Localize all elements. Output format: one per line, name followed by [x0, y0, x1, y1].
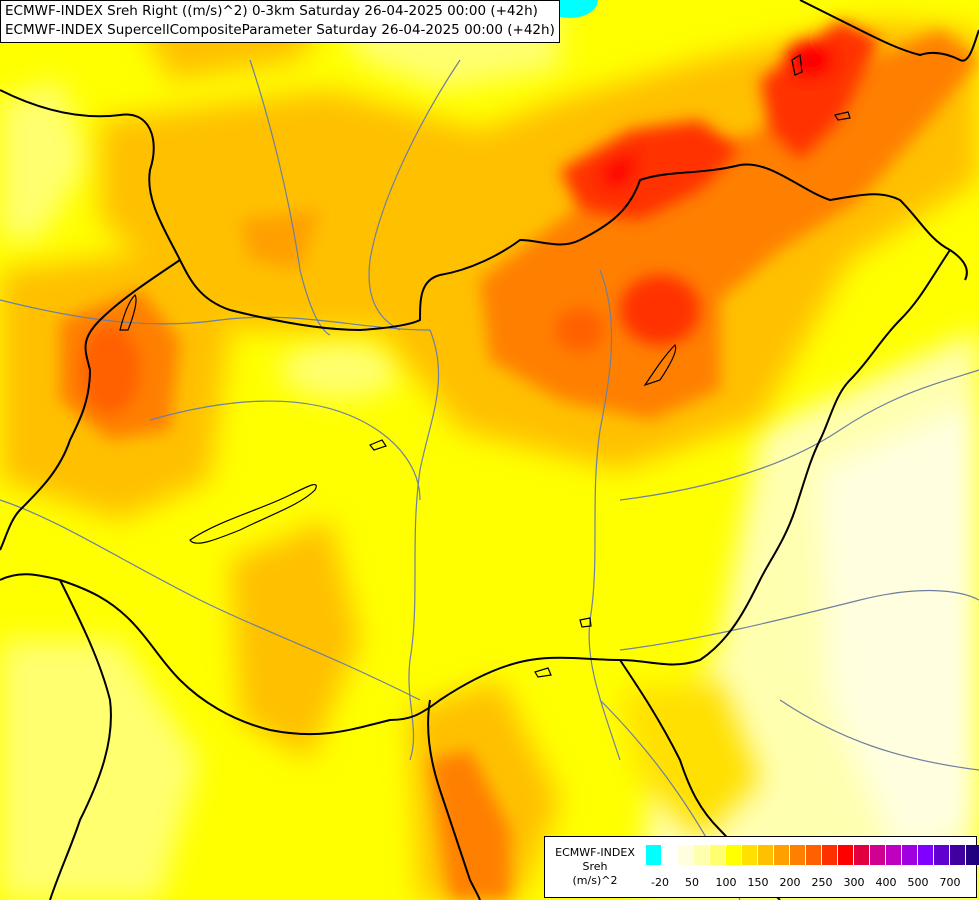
legend-swatch	[902, 845, 918, 865]
legend-tick-label: 700	[939, 876, 961, 889]
legend-title-model: ECMWF-INDEX	[555, 846, 635, 859]
legend-swatch	[758, 845, 774, 865]
legend-swatch	[678, 845, 694, 865]
legend-swatch	[886, 845, 902, 865]
legend-swatch	[918, 845, 934, 865]
legend-swatch	[822, 845, 838, 865]
legend-tick-label: 300	[843, 876, 865, 889]
legend-swatch	[806, 845, 822, 865]
legend-swatch	[854, 845, 870, 865]
color-legend: ECMWF-INDEX Sreh (m/s)^2 -20 50 100 150 200 2…	[544, 836, 979, 898]
map-title-box: ECMWF-INDEX Sreh Right ((m/s)^2) 0-3km S…	[0, 0, 560, 43]
legend-swatch	[870, 845, 886, 865]
lake-outlines	[119, 53, 851, 678]
legend-tick-label: 500	[907, 876, 929, 889]
legend-swatch	[742, 845, 758, 865]
legend-title-unit: (m/s)^2	[572, 874, 618, 887]
legend-swatch	[774, 845, 790, 865]
map-title-secondary: ECMWF-INDEX SupercellCompositeParameter …	[5, 22, 555, 38]
legend-swatch	[646, 845, 662, 865]
legend-swatch	[966, 845, 979, 865]
legend-tick-label: -20	[651, 876, 669, 889]
very-high-value-areas	[80, 20, 880, 415]
legend-title-parameter: Sreh	[582, 860, 608, 873]
legend-tick-label: 400	[875, 876, 897, 889]
legend-color-scale	[646, 845, 979, 865]
legend-tick-label: 250	[811, 876, 833, 889]
legend-swatch	[950, 845, 966, 865]
legend-tick-labels: -20 50 100 150 200 250 300 400 500 700	[646, 876, 966, 890]
legend-swatch	[694, 845, 710, 865]
legend-swatch	[662, 845, 678, 865]
legend-tick-label: 100	[715, 876, 737, 889]
map-title-primary: ECMWF-INDEX Sreh Right ((m/s)^2) 0-3km S…	[5, 3, 538, 19]
legend-swatch	[726, 845, 742, 865]
legend-tick-label: 150	[747, 876, 769, 889]
legend-tick-label: 50	[685, 876, 699, 889]
legend-swatch	[838, 845, 854, 865]
legend-swatch	[934, 845, 950, 865]
legend-swatch	[710, 845, 726, 865]
legend-swatch	[790, 845, 806, 865]
rivers	[0, 59, 979, 900]
legend-tick-label: 200	[779, 876, 801, 889]
legend-title: ECMWF-INDEX Sreh (m/s)^2	[549, 846, 641, 888]
